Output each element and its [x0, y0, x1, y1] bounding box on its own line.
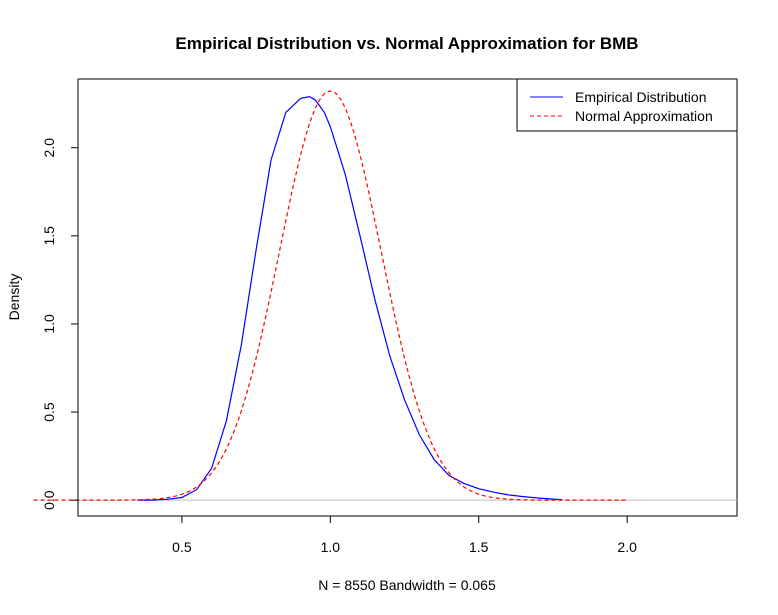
y-tick-label: 1.0 [41, 314, 57, 334]
x-axis-label: N = 8550 Bandwidth = 0.065 [318, 577, 496, 593]
x-tick-label: 0.5 [172, 539, 192, 555]
y-tick-label: 0.5 [41, 402, 57, 422]
plot-area [33, 90, 737, 501]
x-tick-label: 2.0 [617, 539, 637, 555]
y-tick-label: 0.0 [41, 490, 57, 510]
legend: Empirical Distribution Normal Approximat… [516, 78, 738, 132]
x-tick-label: 1.0 [321, 539, 341, 555]
chart-title: Empirical Distribution vs. Normal Approx… [175, 34, 638, 53]
axes: 0.5 1.0 1.5 2.0 0.0 0.5 1.0 1.5 2.0 [41, 138, 637, 555]
x-tick-label: 1.5 [469, 539, 489, 555]
y-tick-label: 2.0 [41, 138, 57, 158]
y-axis-label: Density [6, 274, 22, 321]
legend-label-normal: Normal Approximation [575, 108, 713, 124]
plot-frame [77, 78, 738, 517]
legend-box [516, 78, 738, 132]
normal-approximation-line [33, 90, 628, 501]
legend-label-empirical: Empirical Distribution [575, 89, 706, 105]
y-tick-label: 1.5 [41, 226, 57, 246]
empirical-density-line [137, 95, 562, 501]
